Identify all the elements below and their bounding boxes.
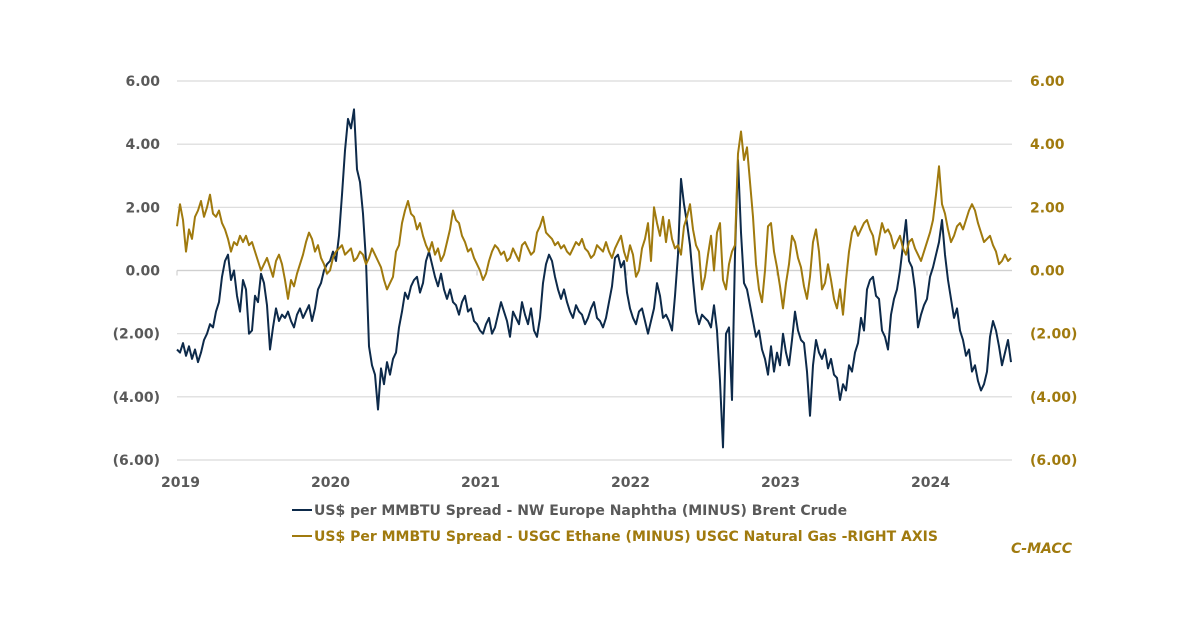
x-axis: 2019 2020 2021 2022 2023 2024 (161, 269, 1012, 491)
x-tick-label: 2024 (911, 475, 950, 491)
left-y-tick-label: 0.00 (125, 264, 160, 280)
left-y-tick-label: 6.00 (125, 74, 160, 90)
left-y-tick-label: 2.00 (125, 200, 160, 216)
x-tick-label: 2019 (161, 475, 200, 491)
left-y-tick-label: (6.00) (113, 453, 160, 469)
right-y-axis: 6.00 4.00 2.00 0.00 (2.00) (4.00) (6.00) (1030, 74, 1077, 469)
series-lines (176, 108, 1012, 449)
left-y-tick-label: (4.00) (113, 390, 160, 406)
x-tick-label: 2022 (611, 475, 650, 491)
series-line-naphtha (176, 108, 1012, 449)
left-y-axis: 6.00 4.00 2.00 0.00 (2.00) (4.00) (6.00) (113, 74, 161, 469)
right-y-tick-label: (4.00) (1030, 390, 1077, 406)
legend-item-naphtha: US$ per MMBTU Spread - NW Europe Naphtha… (292, 503, 847, 519)
left-y-tick-label: (2.00) (113, 327, 160, 343)
right-y-tick-label: (6.00) (1030, 453, 1077, 469)
legend-label-ethane: US$ Per MMBTU Spread - USGC Ethane (MINU… (314, 529, 938, 545)
legend-item-ethane: US$ Per MMBTU Spread - USGC Ethane (MINU… (292, 529, 938, 545)
left-y-tick-label: 4.00 (125, 137, 160, 153)
legend-swatch-naphtha (292, 509, 312, 511)
legend-swatch-ethane (292, 535, 312, 537)
x-tick-label: 2023 (761, 475, 800, 491)
series-line-ethane (176, 130, 1012, 316)
right-y-tick-label: 0.00 (1030, 264, 1065, 280)
right-y-tick-label: 2.00 (1030, 200, 1065, 216)
right-y-tick-label: (2.00) (1030, 327, 1077, 343)
x-tick-label: 2020 (311, 475, 350, 491)
legend-label-naphtha: US$ per MMBTU Spread - NW Europe Naphtha… (314, 503, 848, 519)
source-label: C-MACC (1011, 541, 1072, 557)
right-y-tick-label: 6.00 (1030, 74, 1065, 90)
right-y-tick-label: 4.00 (1030, 137, 1065, 153)
x-tick-label: 2021 (461, 475, 500, 491)
